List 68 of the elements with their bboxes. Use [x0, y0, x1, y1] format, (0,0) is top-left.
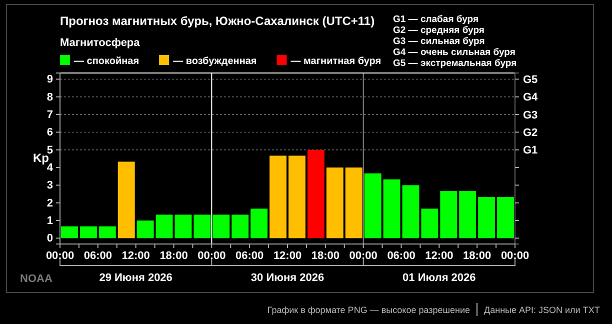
x-tick-label: 00:00	[500, 250, 530, 262]
bar	[497, 197, 514, 238]
ref-line-label: G1	[523, 144, 538, 157]
legend-label: — возбужденная	[173, 56, 257, 67]
bar	[156, 214, 173, 238]
bar	[136, 220, 154, 238]
text: 30 Июня 2026	[250, 272, 324, 284]
text: G5 — экстремальная буря	[393, 58, 517, 69]
y-tick-label: 4	[46, 162, 54, 174]
y-tick-label: 9	[46, 74, 53, 86]
y-tick-label: 0	[46, 232, 53, 245]
bar	[402, 185, 420, 238]
bar	[459, 191, 476, 238]
bar	[440, 191, 458, 238]
bar	[174, 214, 192, 238]
bar	[98, 226, 116, 238]
bar	[326, 168, 344, 238]
bar	[383, 179, 400, 238]
text: G2 — средняя буря	[393, 25, 484, 36]
text: График в формате PNG — высокое разрешение	[267, 305, 470, 315]
x-tick-label: 12:00	[425, 250, 454, 262]
text: G4 — очень сильная буря	[393, 47, 516, 58]
y-tick-label: 5	[46, 144, 53, 156]
text: G3 — сильная буря	[393, 36, 485, 47]
ref-line-label: G5	[523, 74, 538, 86]
x-tick-label: 12:00	[273, 250, 302, 262]
text: Данные API: JSON или TXT	[484, 305, 600, 315]
legend-title: Магнитосфера	[60, 37, 141, 49]
x-tick-label: 00:00	[46, 250, 74, 262]
y-tick-label: 7	[46, 109, 53, 122]
y-tick-label: 8	[46, 91, 53, 104]
bar	[212, 214, 230, 238]
legend-label: — спокойная	[74, 56, 140, 67]
y-tick-label: 1	[46, 215, 53, 228]
x-tick-label: 18:00	[311, 250, 340, 262]
bar	[288, 156, 306, 238]
bar	[61, 226, 78, 238]
text: G1 — слабая буря	[393, 14, 479, 25]
bar	[194, 214, 211, 238]
y-tick-label: 6	[46, 126, 53, 139]
x-tick-label: 12:00	[122, 250, 150, 262]
text: 29 Июня 2026	[99, 272, 172, 284]
text: NOAA	[20, 273, 52, 285]
x-tick-label: 18:00	[160, 250, 188, 262]
bar	[478, 197, 496, 238]
bar	[345, 168, 362, 238]
bar	[364, 173, 382, 238]
x-tick-label: 00:00	[198, 250, 226, 262]
bar	[421, 208, 438, 238]
x-tick-label: 06:00	[236, 250, 264, 262]
ref-line-label: G4	[523, 92, 539, 104]
ref-line-label: G3	[523, 109, 538, 122]
ref-line-label: G2	[523, 127, 538, 140]
bar	[118, 162, 135, 238]
x-tick-label: 06:00	[84, 250, 112, 262]
bar	[307, 150, 324, 238]
bar	[80, 226, 97, 238]
x-tick-label: 00:00	[349, 250, 378, 262]
chart-title: Прогноз магнитных бурь, Южно-Сахалинск (UTC+11)	[60, 14, 375, 28]
y-tick-label: 2	[46, 197, 53, 210]
legend-label: — магнитная буря	[290, 56, 382, 67]
text: 01 Июля 2026	[402, 272, 476, 284]
bar	[250, 208, 268, 238]
y-tick-label: 3	[46, 180, 53, 192]
x-tick-label: 18:00	[463, 250, 492, 262]
bar	[232, 214, 249, 238]
bar	[270, 156, 286, 238]
x-tick-label: 06:00	[387, 250, 416, 262]
